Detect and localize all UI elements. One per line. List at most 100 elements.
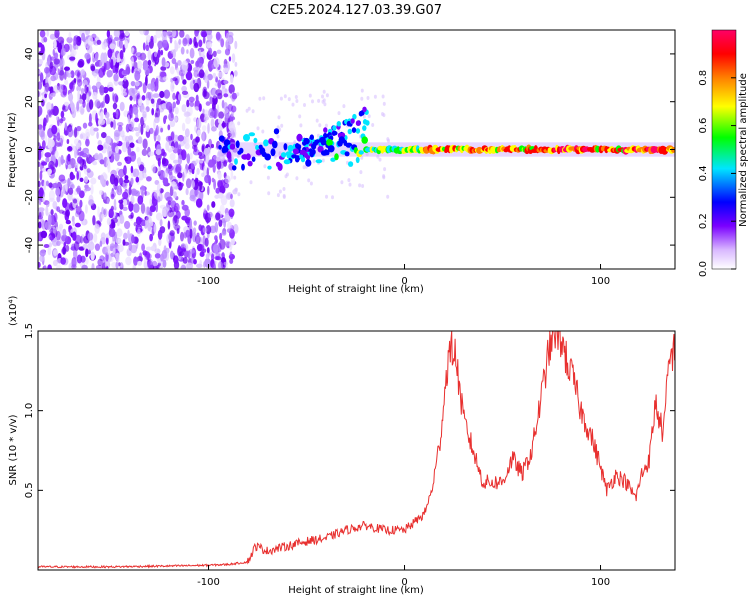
faint-speckle — [295, 176, 299, 181]
noise-speckle — [217, 180, 224, 190]
noise-speckle — [114, 36, 120, 41]
noise-speckle — [206, 204, 210, 211]
noise-speckle — [123, 76, 127, 82]
noise-speckle — [107, 48, 113, 59]
noise-speckle — [65, 183, 68, 192]
noise-speckle — [38, 81, 43, 90]
noise-speckle — [133, 256, 138, 266]
noise-speckle — [170, 181, 177, 187]
ridge-streak — [323, 127, 328, 133]
noise-speckle — [131, 88, 138, 94]
faint-speckle — [253, 142, 257, 147]
noise-speckle — [155, 149, 162, 156]
noise-speckle — [89, 156, 95, 163]
noise-speckle — [152, 93, 160, 98]
noise-speckle — [158, 164, 161, 175]
ridge-blob — [226, 151, 232, 159]
noise-speckle — [93, 233, 98, 243]
ridge-blob — [355, 156, 360, 164]
noise-speckle — [155, 107, 161, 118]
noise-speckle — [166, 196, 173, 202]
noise-speckle — [153, 265, 159, 269]
colorbar-ticks: 0.0 0.2 0.4 0.6 0.8 — [698, 70, 736, 277]
noise-speckle — [109, 43, 116, 50]
ridge-blob — [283, 159, 291, 165]
noise-speckle — [68, 93, 74, 102]
noise-speckle — [155, 212, 163, 221]
ridge-blob — [309, 149, 315, 158]
noise-speckle — [60, 154, 64, 166]
noise-speckle — [221, 86, 227, 95]
noise-speckle — [43, 36, 48, 43]
noise-speckle — [195, 198, 203, 208]
noise-speckle — [169, 66, 175, 75]
noise-speckle — [137, 260, 143, 266]
noise-speckle — [118, 185, 121, 195]
noise-speckle — [193, 82, 200, 93]
ridge-streak — [309, 134, 314, 140]
ridge-streak — [352, 113, 357, 120]
noise-speckle — [84, 84, 88, 94]
noise-speckle — [44, 67, 50, 74]
noise-speckle — [137, 55, 143, 60]
noise-speckle — [189, 228, 193, 239]
noise-speckle — [110, 121, 114, 128]
colorbar-tick-label: 0.8 — [698, 70, 709, 86]
noise-speckle — [168, 112, 175, 122]
noise-speckle — [46, 30, 49, 37]
noise-speckle — [48, 147, 53, 152]
faint-speckle — [359, 170, 363, 175]
noise-speckle — [194, 106, 199, 111]
noise-speckle — [117, 124, 123, 132]
noise-speckle — [56, 132, 61, 142]
faint-speckle — [230, 129, 234, 134]
noise-speckle — [155, 30, 162, 39]
noise-speckle — [199, 159, 204, 164]
noise-speckle — [101, 101, 105, 108]
noise-speckle — [100, 111, 104, 122]
noise-speckle — [72, 231, 77, 241]
noise-speckle — [118, 214, 125, 224]
faint-speckle — [337, 111, 341, 116]
noise-speckle — [76, 149, 80, 156]
noise-speckle — [123, 232, 128, 240]
faint-speckle — [317, 98, 321, 103]
faint-speckle — [276, 193, 280, 198]
noise-speckle — [169, 120, 176, 128]
noise-speckle — [85, 128, 90, 140]
noise-speckle — [40, 230, 48, 239]
noise-speckle — [184, 137, 189, 143]
noise-speckle — [231, 92, 238, 100]
noise-speckle — [199, 251, 205, 257]
noise-speckle — [115, 261, 119, 269]
noise-speckle — [82, 122, 88, 129]
ridge-streak — [346, 120, 352, 127]
noise-speckle — [231, 105, 237, 113]
noise-speckle — [184, 142, 187, 149]
noise-speckle — [73, 78, 77, 83]
faint-speckle — [321, 99, 325, 104]
faint-speckle — [245, 108, 249, 113]
noise-speckle — [200, 30, 208, 38]
faint-speckle — [378, 157, 382, 162]
noise-speckle — [53, 58, 60, 65]
noise-speckle — [76, 101, 80, 112]
noise-speckle — [58, 84, 64, 93]
ridge-blob — [272, 140, 278, 149]
faint-speckle — [302, 165, 306, 170]
noise-speckle — [90, 251, 95, 261]
noise-speckle — [129, 142, 135, 148]
noise-speckle — [82, 147, 89, 154]
noise-speckle — [38, 212, 42, 218]
noise-speckle — [202, 248, 207, 253]
noise-speckle — [116, 216, 121, 227]
noise-speckle — [165, 101, 173, 111]
faint-speckle — [316, 133, 320, 138]
noise-speckle — [68, 187, 74, 195]
noise-speckle — [173, 116, 178, 122]
noise-speckle — [203, 165, 208, 175]
noise-speckle — [41, 99, 45, 107]
noise-speckle — [190, 163, 195, 170]
snr-y-tick-label: 1.5 — [24, 323, 35, 339]
noise-speckle — [189, 219, 192, 229]
